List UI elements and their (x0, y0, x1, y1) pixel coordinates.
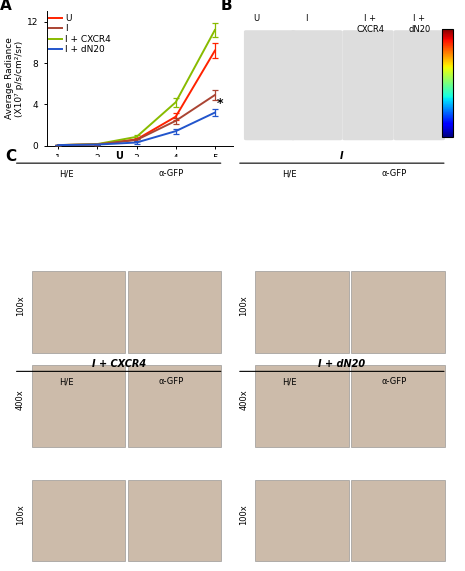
Bar (127, 365, 221, 447)
Text: α-GFP: α-GFP (159, 169, 184, 178)
Bar (255, 480, 349, 561)
Text: H/E: H/E (59, 377, 73, 387)
Bar (127, 271, 221, 353)
Text: H/E: H/E (59, 169, 73, 178)
Text: I: I (340, 151, 344, 161)
Y-axis label: Average Radiance
(X10⁷ p/s/cm²/sr): Average Radiance (X10⁷ p/s/cm²/sr) (5, 38, 24, 119)
Bar (32, 480, 126, 561)
Text: α-GFP: α-GFP (159, 377, 184, 387)
FancyBboxPatch shape (291, 30, 342, 140)
Text: 400x: 400x (16, 389, 25, 411)
Text: 100x: 100x (16, 296, 25, 316)
Bar (255, 365, 349, 447)
Bar (351, 480, 445, 561)
Text: I: I (305, 14, 307, 23)
Text: U: U (115, 151, 123, 161)
Text: H/E: H/E (282, 169, 297, 178)
Text: α-GFP: α-GFP (382, 377, 407, 387)
Bar (127, 480, 221, 561)
Text: C: C (5, 149, 16, 164)
Text: I + dN20: I + dN20 (319, 359, 365, 369)
Text: B: B (220, 0, 232, 13)
Text: 400x: 400x (239, 389, 248, 411)
Bar (255, 271, 349, 353)
Text: 100x: 100x (239, 296, 248, 316)
X-axis label: Week:: Week: (126, 164, 153, 174)
Text: α-GFP: α-GFP (382, 169, 407, 178)
Text: H/E: H/E (282, 377, 297, 387)
Legend: U, I, I + CXCR4, I + dN20: U, I, I + CXCR4, I + dN20 (48, 13, 112, 55)
Bar (32, 271, 126, 353)
FancyBboxPatch shape (394, 30, 445, 140)
Text: 100x: 100x (16, 504, 25, 525)
Text: U: U (254, 14, 260, 23)
Bar (351, 271, 445, 353)
Bar (32, 365, 126, 447)
Text: I +
dN20: I + dN20 (408, 14, 431, 34)
FancyBboxPatch shape (244, 30, 295, 140)
Text: I + CXCR4: I + CXCR4 (92, 359, 146, 369)
Bar (351, 365, 445, 447)
Text: *: * (216, 97, 223, 110)
FancyBboxPatch shape (342, 30, 394, 140)
Text: 100x: 100x (239, 504, 248, 525)
Text: A: A (0, 0, 12, 13)
Text: I +
CXCR4: I + CXCR4 (356, 14, 384, 34)
